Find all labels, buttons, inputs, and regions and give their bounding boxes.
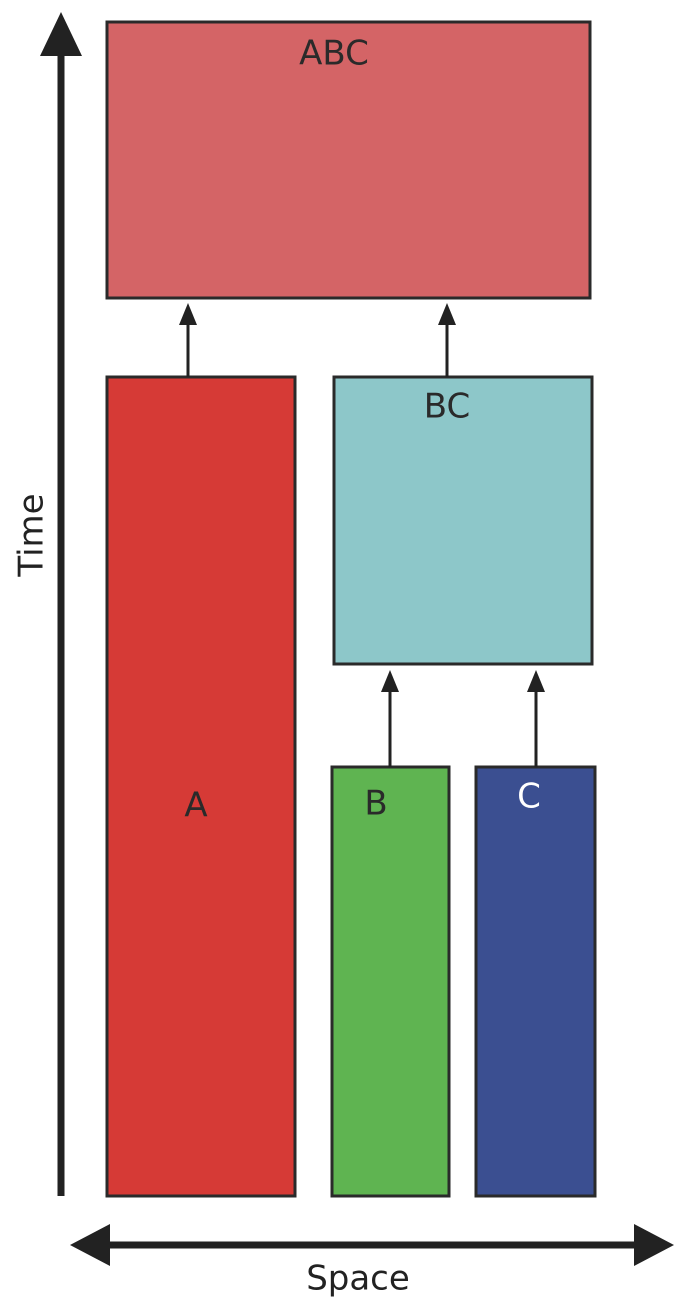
time-axis [40,12,82,1196]
arrow-bc-to-abc [438,303,456,377]
box-b [330,765,451,1198]
box-b-label: B [364,784,387,824]
box-abc [105,20,592,300]
time-axis-label: Time [12,493,52,577]
box-bc-label: BC [424,387,470,427]
space-axis-right-arrowhead [634,1224,674,1266]
box-a-label: A [184,786,207,826]
arrow-a-to-abc [179,303,197,377]
box-c-label: C [517,777,541,817]
box-bc [332,375,594,666]
time-axis-arrowhead [40,12,82,56]
space-axis-left-arrowhead [70,1224,110,1266]
box-a [105,375,297,1198]
arrow-b-to-bc [381,670,399,767]
box-abc-label: ABC [299,34,369,74]
arrow-c-to-bc [527,670,545,767]
space-axis [70,1224,674,1266]
space-axis-label: Space [306,1259,410,1298]
box-c [474,765,597,1198]
